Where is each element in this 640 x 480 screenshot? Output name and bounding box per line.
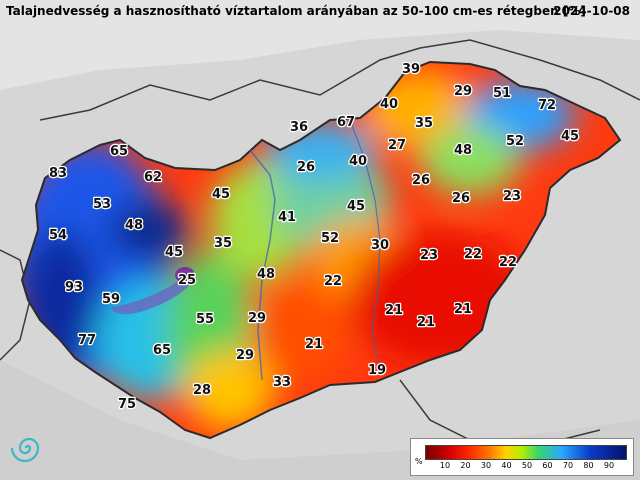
value-label: 55	[196, 312, 214, 327]
value-label: 25	[178, 273, 196, 288]
value-label: 77	[78, 333, 96, 348]
value-label: 21	[454, 302, 472, 317]
value-label: 40	[349, 154, 367, 169]
legend-tick-label: 50	[521, 461, 533, 470]
legend-tick-label: 10	[439, 461, 451, 470]
value-label: 23	[503, 189, 521, 204]
legend-tick-label: 70	[562, 461, 574, 470]
value-label: 54	[49, 228, 67, 243]
value-label: 22	[499, 255, 517, 270]
value-label: 72	[538, 98, 556, 113]
value-label: 21	[305, 337, 323, 352]
value-label: 26	[297, 160, 315, 175]
value-label: 35	[214, 236, 232, 251]
value-label: 39	[402, 62, 420, 77]
color-legend: % 10 20 30 40 50 60 70 80 90	[410, 438, 634, 476]
map-title: Talajnedvesség a hasznosítható víztartal…	[6, 4, 586, 18]
value-label: 48	[125, 218, 143, 233]
value-label: 52	[321, 231, 339, 246]
value-label: 33	[273, 375, 291, 390]
value-label: 36	[290, 120, 308, 135]
value-label: 48	[454, 143, 472, 158]
value-label: 59	[102, 292, 120, 307]
value-label: 23	[420, 248, 438, 263]
value-label: 28	[193, 383, 211, 398]
legend-tick-label: 40	[501, 461, 512, 470]
value-label: 19	[368, 363, 386, 378]
value-label: 45	[561, 129, 579, 144]
value-label: 27	[388, 138, 406, 153]
value-label: 22	[464, 247, 482, 262]
value-label: 26	[412, 173, 430, 188]
value-label: 67	[337, 115, 355, 130]
value-label: 45	[347, 199, 365, 214]
value-label: 41	[278, 210, 296, 225]
value-label: 40	[380, 97, 398, 112]
value-label: 51	[493, 86, 511, 101]
value-label: 29	[454, 84, 472, 99]
value-label: 26	[452, 191, 470, 206]
value-label: 21	[385, 303, 403, 318]
legend-tick-label: 20	[460, 461, 471, 470]
value-label: 53	[93, 197, 111, 212]
map-date: 2024-10-08	[553, 4, 630, 18]
legend-tick-label: 90	[603, 461, 615, 470]
legend-tick-label: 60	[542, 461, 553, 470]
value-label: 21	[417, 315, 435, 330]
value-label: 22	[324, 274, 342, 289]
value-label: 29	[236, 348, 254, 363]
value-label: 35	[415, 116, 433, 131]
value-label: 93	[65, 280, 83, 295]
spiral-logo-icon	[10, 437, 40, 463]
value-label: 62	[144, 170, 162, 185]
value-label: 30	[371, 238, 389, 253]
legend-tick-label: 80	[583, 461, 594, 470]
value-label: 45	[165, 245, 183, 260]
value-label: 29	[248, 311, 266, 326]
legend-tick-label: 30	[480, 461, 492, 470]
legend-colorbar	[425, 445, 627, 460]
lake-balaton	[110, 275, 195, 315]
value-labels: 83 65 62 53 54 48 45 93 59 77 75 65 55 45 35 25 48 29 29 28…	[48, 61, 581, 414]
value-label: 48	[257, 267, 275, 282]
value-label: 45	[212, 187, 230, 202]
value-label: 65	[110, 144, 128, 159]
value-label: 83	[49, 166, 67, 181]
value-label: 75	[118, 397, 136, 412]
value-label: 52	[506, 134, 524, 149]
value-label: 65	[153, 343, 171, 358]
legend-unit: %	[415, 457, 423, 466]
